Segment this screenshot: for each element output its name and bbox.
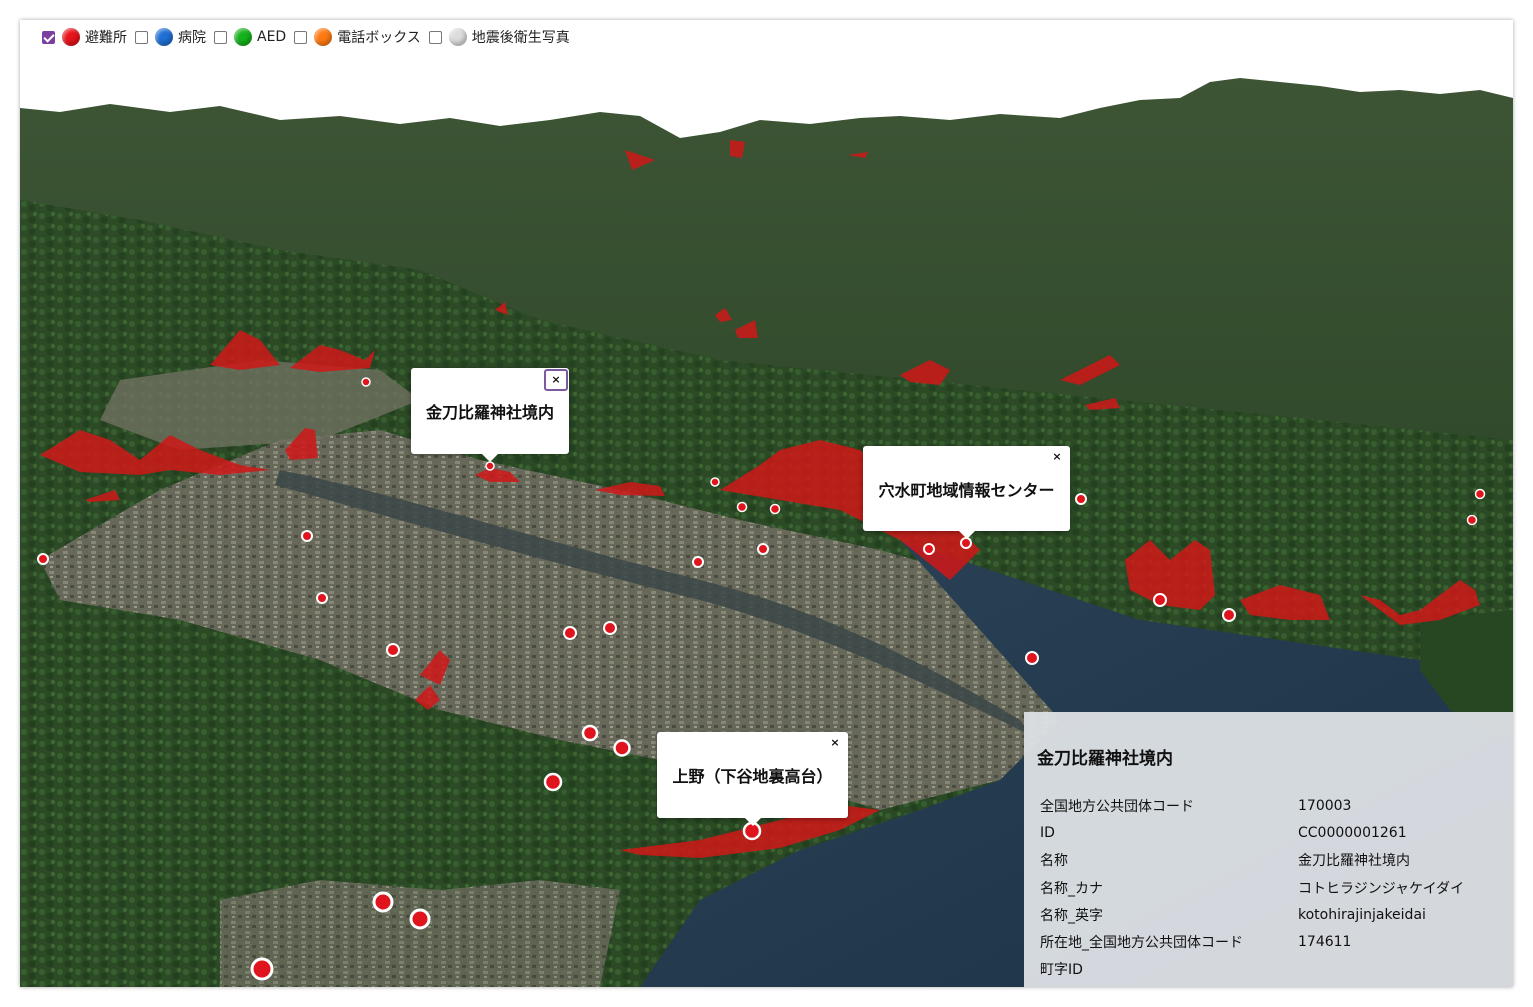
info-key: 所在地_全国地方公共団体コード bbox=[1040, 935, 1243, 952]
info-row: 名称_カナ コトヒラジンジャケイダイ bbox=[1040, 874, 1513, 901]
shelter-marker bbox=[563, 626, 577, 640]
info-value: CC0000001261 bbox=[1298, 824, 1407, 841]
popup-ueno-shimoyachi: 上野（下谷地裏高台） × bbox=[657, 732, 848, 826]
layer-hospital[interactable]: 病院 bbox=[135, 27, 206, 47]
layer-aed[interactable]: AED bbox=[214, 28, 286, 46]
shelter-marker bbox=[1474, 488, 1486, 500]
shelter-marker bbox=[1075, 493, 1087, 505]
close-icon[interactable]: × bbox=[544, 369, 568, 391]
shelter-marker bbox=[923, 543, 935, 555]
info-panel-title: 金刀比羅神社境内 bbox=[1037, 749, 1173, 769]
shelter-marker bbox=[372, 891, 394, 913]
info-row: 名称 金刀比羅神社境内 bbox=[1040, 847, 1513, 874]
layer-shelter-checkbox[interactable] bbox=[42, 30, 55, 44]
layer-phone-booth[interactable]: 電話ボックス bbox=[294, 27, 421, 47]
shelter-marker bbox=[960, 537, 972, 549]
layer-sanitation-photo[interactable]: 地震後衛生写真 bbox=[428, 27, 570, 47]
shelter-markers[interactable] bbox=[37, 377, 1486, 981]
info-row: 町字ID bbox=[1040, 956, 1513, 983]
shelter-marker bbox=[1466, 514, 1478, 526]
shelter-marker bbox=[37, 553, 49, 565]
layer-shelter-label: 避難所 bbox=[85, 30, 127, 46]
shelter-marker bbox=[1025, 651, 1039, 665]
layer-phone-booth-label: 電話ボックス bbox=[337, 30, 421, 46]
shelter-marker bbox=[361, 377, 371, 387]
feature-info-panel: 金刀比羅神社境内 全国地方公共団体コード 170003 ID CC0000001… bbox=[1024, 712, 1513, 987]
town-area bbox=[40, 430, 1120, 810]
shelter-marker bbox=[613, 739, 631, 757]
info-row: 全国地方公共団体コード 170003 bbox=[1040, 792, 1513, 819]
satellite-3d-map[interactable] bbox=[20, 20, 1513, 987]
shelter-marker bbox=[409, 908, 431, 930]
hazard-areas bbox=[40, 140, 1480, 858]
lower-village bbox=[220, 880, 620, 987]
info-key: 町字ID bbox=[1040, 962, 1083, 979]
info-key: 全国地方公共団体コード bbox=[1040, 798, 1194, 815]
shelter-marker bbox=[603, 621, 617, 635]
shelter-marker bbox=[485, 461, 495, 471]
popup-title: 金刀比羅神社境内 bbox=[425, 403, 554, 422]
layer-aed-checkbox[interactable] bbox=[214, 30, 227, 44]
shelter-marker bbox=[757, 543, 769, 555]
info-row: ID CC0000001261 bbox=[1040, 819, 1513, 846]
valley-fields bbox=[100, 360, 420, 450]
shelter-marker bbox=[1153, 593, 1167, 607]
shelter-marker bbox=[250, 957, 274, 981]
shelter-marker bbox=[710, 477, 720, 487]
layer-phone-booth-checkbox[interactable] bbox=[294, 30, 308, 44]
shelter-marker bbox=[736, 501, 748, 513]
info-value: コトヒラジンジャケイダイ bbox=[1298, 880, 1465, 897]
layer-hospital-label: 病院 bbox=[178, 30, 206, 46]
info-value: kotohirajinjakeidai bbox=[1298, 906, 1426, 923]
blue-circle-icon bbox=[155, 28, 173, 46]
layer-toolbar: 避難所 病院 AED 電話ボックス 地震後衛生写真 bbox=[42, 26, 578, 48]
close-icon[interactable]: × bbox=[1052, 450, 1062, 463]
info-row: 名称_英字 kotohirajinjakeidai bbox=[1040, 901, 1513, 928]
info-value: 170003 bbox=[1298, 797, 1352, 814]
popup-kotohira-shrine: 金刀比羅神社境内 × bbox=[411, 368, 569, 462]
info-key: 名称 bbox=[1040, 853, 1068, 870]
shelter-marker bbox=[581, 724, 599, 742]
info-key: 名称_カナ bbox=[1040, 880, 1103, 897]
layer-sanitation-photo-label: 地震後衛生写真 bbox=[471, 30, 570, 46]
popup-title: 穴水町地域情報センター bbox=[878, 480, 1055, 500]
close-icon[interactable]: × bbox=[830, 736, 840, 749]
layer-sanitation-photo-checkbox[interactable] bbox=[428, 30, 442, 44]
info-row: 所在地_全国地方公共団体コード 174611 bbox=[1040, 928, 1513, 955]
river bbox=[275, 470, 1030, 735]
shelter-marker bbox=[316, 592, 328, 604]
headland bbox=[1420, 610, 1513, 740]
shelter-marker bbox=[1222, 608, 1236, 622]
shelter-marker bbox=[769, 503, 781, 515]
layer-aed-label: AED bbox=[257, 29, 287, 45]
orange-circle-icon bbox=[314, 28, 333, 46]
map-viewport[interactable]: 避難所 病院 AED 電話ボックス 地震後衛生写真 金刀比羅神社境内 × 穴水町… bbox=[20, 20, 1513, 987]
shelter-marker bbox=[543, 772, 563, 792]
info-value: 金刀比羅神社境内 bbox=[1298, 853, 1410, 870]
info-panel-table: 全国地方公共団体コード 170003 ID CC0000001261 名称 金刀… bbox=[1040, 792, 1513, 983]
popup-anamizu-info-center: 穴水町地域情報センター × bbox=[863, 446, 1070, 539]
shelter-marker bbox=[301, 530, 313, 542]
popup-title: 上野（下谷地裏高台） bbox=[672, 767, 833, 786]
info-value: 174611 bbox=[1298, 934, 1352, 951]
info-key: ID bbox=[1040, 824, 1055, 841]
info-key: 名称_英字 bbox=[1040, 907, 1103, 924]
shelter-marker bbox=[692, 556, 704, 568]
white-circle-icon bbox=[448, 28, 467, 46]
green-circle-icon bbox=[234, 28, 252, 46]
red-circle-icon bbox=[62, 28, 80, 46]
layer-hospital-checkbox[interactable] bbox=[135, 30, 148, 44]
shelter-marker bbox=[386, 643, 400, 657]
layer-shelter[interactable]: 避難所 bbox=[42, 27, 127, 47]
